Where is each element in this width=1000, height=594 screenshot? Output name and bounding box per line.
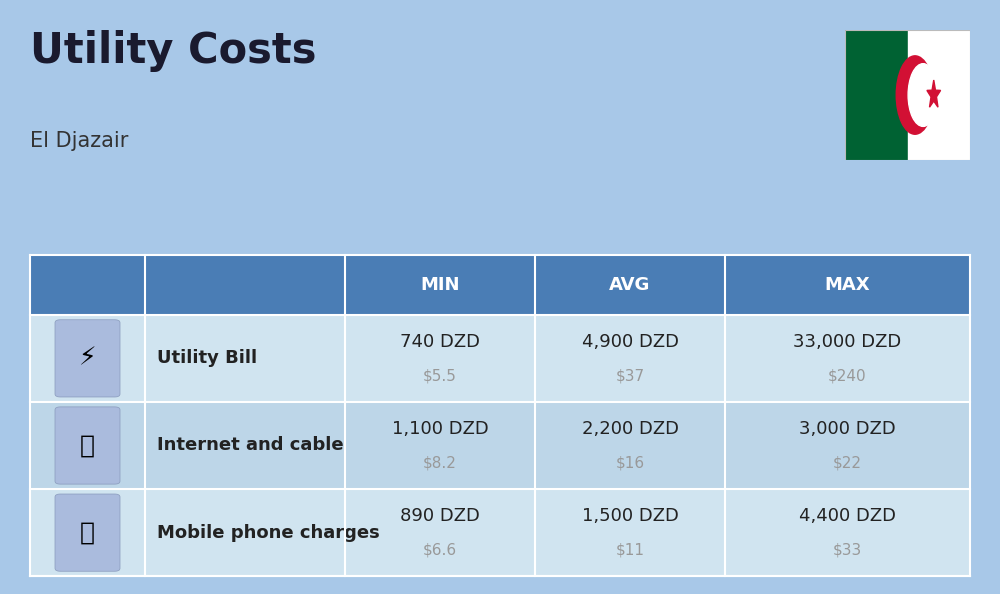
Bar xyxy=(908,30,970,160)
FancyBboxPatch shape xyxy=(55,407,120,484)
Text: $240: $240 xyxy=(828,369,867,384)
Bar xyxy=(845,30,908,160)
Text: 📱: 📱 xyxy=(80,520,95,545)
Text: $16: $16 xyxy=(615,456,645,471)
Text: $11: $11 xyxy=(616,543,644,558)
Text: Utility Bill: Utility Bill xyxy=(157,349,257,367)
Text: 4,900 DZD: 4,900 DZD xyxy=(582,333,678,350)
Text: $8.2: $8.2 xyxy=(423,456,457,471)
Text: Internet and cable: Internet and cable xyxy=(157,437,344,454)
FancyBboxPatch shape xyxy=(55,494,120,571)
Text: MIN: MIN xyxy=(420,276,460,294)
Text: $37: $37 xyxy=(615,369,645,384)
Text: 33,000 DZD: 33,000 DZD xyxy=(793,333,902,350)
FancyBboxPatch shape xyxy=(30,402,970,489)
Text: 1,100 DZD: 1,100 DZD xyxy=(392,420,488,438)
Text: Mobile phone charges: Mobile phone charges xyxy=(157,524,380,542)
Text: ⚡: ⚡ xyxy=(79,346,96,371)
Text: $6.6: $6.6 xyxy=(423,543,457,558)
Text: Utility Costs: Utility Costs xyxy=(30,30,316,72)
FancyBboxPatch shape xyxy=(30,489,970,576)
Text: MAX: MAX xyxy=(825,276,870,294)
Circle shape xyxy=(896,56,934,134)
Text: El Djazair: El Djazair xyxy=(30,131,128,151)
Text: 4,400 DZD: 4,400 DZD xyxy=(799,507,896,525)
Circle shape xyxy=(908,64,938,127)
Polygon shape xyxy=(927,80,941,107)
FancyBboxPatch shape xyxy=(30,315,970,402)
Text: 📶: 📶 xyxy=(80,434,95,457)
Text: $33: $33 xyxy=(833,543,862,558)
Text: 890 DZD: 890 DZD xyxy=(400,507,480,525)
Text: $5.5: $5.5 xyxy=(423,369,457,384)
Text: $22: $22 xyxy=(833,456,862,471)
Text: 3,000 DZD: 3,000 DZD xyxy=(799,420,896,438)
FancyBboxPatch shape xyxy=(55,320,120,397)
Text: AVG: AVG xyxy=(609,276,651,294)
Text: 2,200 DZD: 2,200 DZD xyxy=(582,420,678,438)
FancyBboxPatch shape xyxy=(30,255,970,315)
Text: 1,500 DZD: 1,500 DZD xyxy=(582,507,678,525)
Text: 740 DZD: 740 DZD xyxy=(400,333,480,350)
